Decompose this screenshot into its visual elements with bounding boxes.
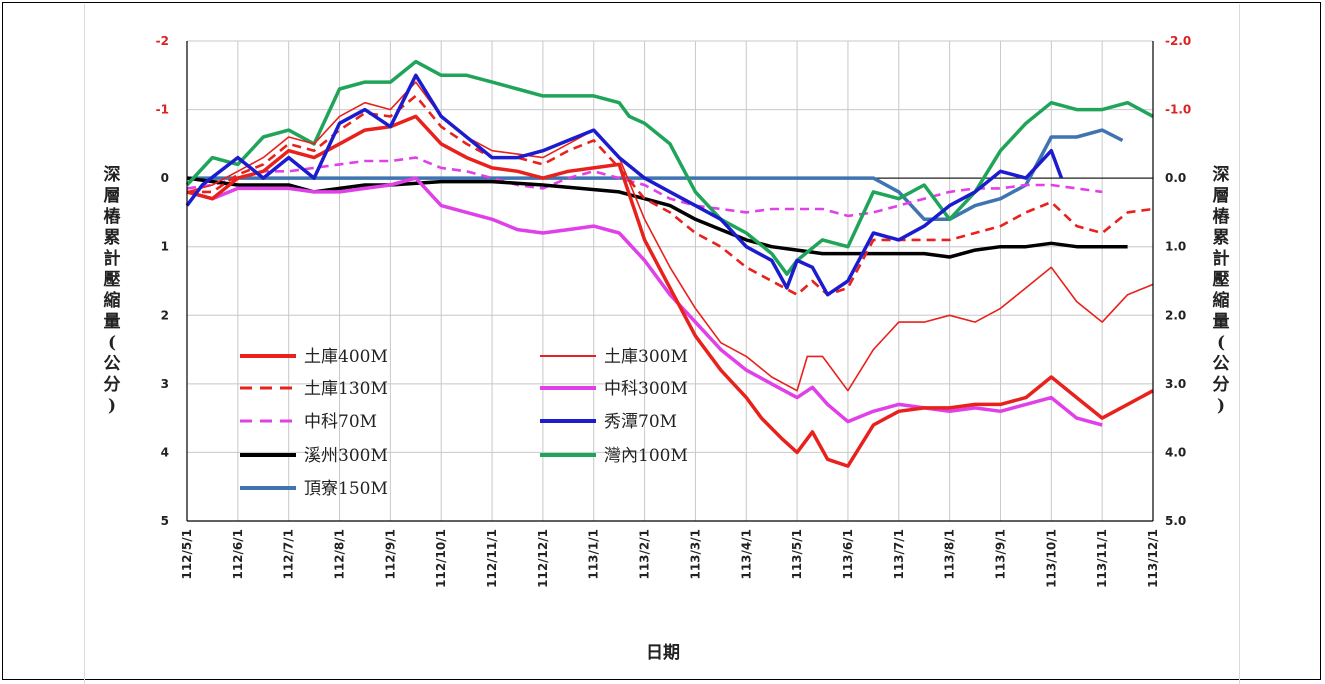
x-tick-label: 112/8/1 xyxy=(333,529,347,580)
series-line xyxy=(186,81,1154,392)
y-axis-label-char: ( xyxy=(1217,333,1225,353)
y-axis-label-char: 樁 xyxy=(104,206,122,227)
axes xyxy=(186,41,1154,522)
y-tick-label-left: 5 xyxy=(161,514,169,528)
series-line xyxy=(186,114,1154,468)
y-axis-label-char: 公 xyxy=(1213,354,1230,374)
y-axis-label-char: ) xyxy=(108,396,116,416)
legend-label: 土庫400M xyxy=(304,347,388,367)
y-axis-label-char: 樁 xyxy=(1213,206,1231,227)
x-tick-label: 113/6/1 xyxy=(841,529,855,580)
series-line xyxy=(186,176,1128,259)
y-axis-label-char: 計 xyxy=(1213,248,1230,269)
y-axis-label-char: 層 xyxy=(104,186,121,206)
legend-label: 中科300M xyxy=(604,379,688,399)
series-line xyxy=(187,94,1154,296)
y-tick-label-right: -1.0 xyxy=(1165,103,1191,117)
left-y-tick-labels: -2 -1 0 1 2 3 4 5 xyxy=(156,34,169,528)
x-tick-label: 113/3/1 xyxy=(688,529,702,580)
y-tick-label-left: 4 xyxy=(161,445,169,459)
x-tick-label: 113/7/1 xyxy=(892,529,906,580)
series-line xyxy=(186,156,1103,218)
y-tick-label-left: 2 xyxy=(161,308,169,322)
y-axis-label-char: 縮 xyxy=(104,290,121,311)
x-tick-labels: 112/5/1 112/6/1 112/7/1 112/8/1 112/9/1 112/1… xyxy=(180,529,1160,588)
y-tick-label-right: 5.0 xyxy=(1165,514,1186,528)
y-tick-label-right: 3.0 xyxy=(1165,377,1186,391)
x-axis-label: 日期 xyxy=(646,643,680,663)
x-tick-label: 112/9/1 xyxy=(383,529,397,580)
y-tick-label-left: -1 xyxy=(156,103,169,117)
series-line xyxy=(185,73,1064,297)
y-tick-label-left: 3 xyxy=(161,377,169,391)
y-tick-label-right: -2.0 xyxy=(1165,34,1191,48)
y-axis-label-char: 壓 xyxy=(104,270,121,290)
series-line xyxy=(185,59,1154,276)
x-tick-label: 113/5/1 xyxy=(790,529,804,580)
y-tick-label-right: 1.0 xyxy=(1165,240,1186,254)
x-tick-label: 113/12/1 xyxy=(1146,529,1160,588)
y-axis-label-char: 量 xyxy=(1213,311,1230,332)
legend-label: 灣內100M xyxy=(604,446,688,466)
x-tick-label: 113/9/1 xyxy=(993,529,1007,580)
y-axis-label-char: 層 xyxy=(1213,186,1230,206)
x-tick-label: 113/11/1 xyxy=(1095,529,1109,588)
x-tick-label: 112/11/1 xyxy=(485,529,499,588)
series-line xyxy=(187,128,1124,222)
y-axis-label-char: 壓 xyxy=(1213,270,1230,290)
y-tick-label-left: 0 xyxy=(161,171,169,185)
y-axis-label-char: 深 xyxy=(104,164,121,185)
y-axis-label-char: 累 xyxy=(1213,228,1230,248)
y-axis-label-char: 深 xyxy=(1213,164,1230,185)
legend: 土庫400M 土庫300M 土庫130M 中科300M 中科70M 秀潭70M 溪州300M… xyxy=(240,347,688,499)
x-tick-label: 113/8/1 xyxy=(943,529,957,580)
y-axis-label-char: 分 xyxy=(1213,375,1230,395)
y-tick-label-right: 0.0 xyxy=(1165,171,1186,185)
y-axis-label-char: 量 xyxy=(104,311,121,332)
x-tick-label: 113/10/1 xyxy=(1044,529,1058,588)
y-axis-label-char: 分 xyxy=(104,375,121,395)
legend-label: 土庫300M xyxy=(604,347,688,367)
x-tick-label: 113/1/1 xyxy=(587,529,601,580)
y-tick-label-right: 2.0 xyxy=(1165,308,1186,322)
y-axis-label-char: 計 xyxy=(104,248,121,269)
x-tick-label: 112/6/1 xyxy=(231,529,245,580)
y-axis-label-char: ( xyxy=(108,333,116,353)
y-axis-label-char: 縮 xyxy=(1213,290,1230,311)
series-line xyxy=(186,176,1103,427)
legend-label: 頂寮150M xyxy=(304,479,388,499)
series-lines xyxy=(185,59,1154,468)
y-tick-label-right: 4.0 xyxy=(1165,445,1186,459)
legend-label: 秀潭70M xyxy=(604,412,677,432)
legend-label: 土庫130M xyxy=(304,379,388,399)
x-tick-label: 112/12/1 xyxy=(536,529,550,588)
y-axis-label-char: 公 xyxy=(104,354,121,374)
x-tick-label: 112/7/1 xyxy=(282,529,296,580)
legend-label: 中科70M xyxy=(304,412,377,432)
x-tick-label: 113/2/1 xyxy=(638,529,652,580)
legend-label: 溪州300M xyxy=(304,446,388,466)
x-tick-label: 112/5/1 xyxy=(180,529,194,580)
x-tick-label: 113/4/1 xyxy=(739,529,753,580)
chart-panel xyxy=(84,4,1240,684)
x-tick-label: 112/10/1 xyxy=(434,529,448,588)
y-tick-label-left: 1 xyxy=(161,240,169,254)
y-axis-label-char: 累 xyxy=(104,228,121,248)
right-y-tick-labels: -2.0 -1.0 0.0 1.0 2.0 3.0 4.0 5.0 xyxy=(1165,34,1191,528)
y-axis-label-char: ) xyxy=(1217,396,1225,416)
y-tick-label-left: -2 xyxy=(156,34,169,48)
